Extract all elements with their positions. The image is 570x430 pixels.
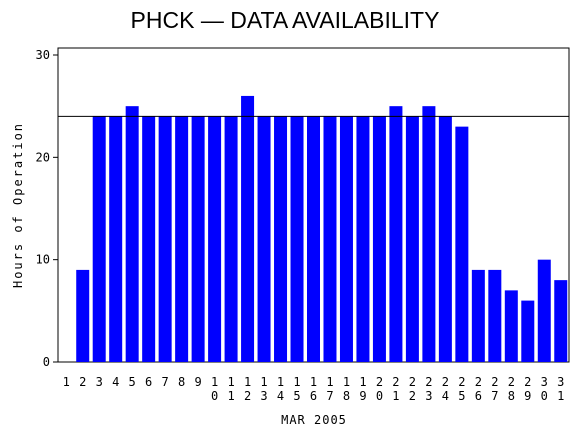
x-tick-label: 6: [145, 375, 152, 389]
x-tick-label: 5: [129, 375, 136, 389]
x-axis-label: MAR 2005: [281, 413, 347, 427]
bar: [158, 116, 172, 363]
bar: [389, 106, 403, 363]
bar: [109, 116, 123, 363]
bar: [339, 116, 353, 363]
bar: [521, 300, 535, 362]
bar: [438, 116, 452, 363]
x-tick-label: 3: [96, 375, 103, 389]
bar: [241, 95, 255, 362]
bar: [224, 116, 238, 363]
bar: [488, 269, 502, 362]
x-tick-label: 9: [194, 375, 201, 389]
bar: [504, 290, 518, 362]
bar: [455, 126, 469, 362]
y-axis-label: Hours of Operation: [11, 122, 25, 288]
x-tick-label: 1: [63, 375, 70, 389]
bar: [372, 116, 386, 363]
bar: [323, 116, 337, 363]
x-tick-label: 8: [178, 375, 185, 389]
bar: [175, 116, 189, 363]
bar: [554, 280, 568, 362]
y-tick-label: 20: [36, 150, 50, 164]
x-tick-label: 7: [162, 375, 169, 389]
bar: [537, 259, 551, 362]
bar: [274, 116, 288, 363]
bar: [142, 116, 156, 363]
bar: [92, 116, 106, 363]
bar: [76, 269, 90, 362]
x-tick-label: 4: [112, 375, 119, 389]
bar: [257, 116, 271, 363]
bar: [191, 116, 205, 363]
bar: [307, 116, 320, 363]
chart-title: PHCK — DATA AVAILABILITY: [131, 7, 440, 33]
bar: [125, 106, 139, 363]
bar: [356, 116, 370, 363]
y-tick-label: 30: [36, 48, 50, 62]
y-tick-label: 0: [43, 355, 50, 369]
x-tick-label: 2: [79, 375, 86, 389]
y-tick-label: 10: [36, 253, 50, 267]
bar: [405, 116, 419, 363]
bar: [471, 269, 485, 362]
bar: [208, 116, 222, 363]
bar: [422, 106, 436, 363]
bar: [290, 116, 304, 363]
